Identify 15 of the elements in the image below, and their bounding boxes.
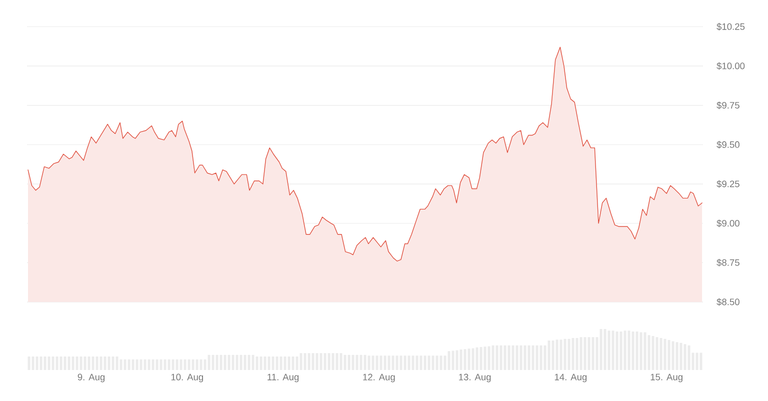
y-tick-label: $8.75 — [716, 258, 740, 266]
x-tick-label: 10. Aug — [171, 374, 204, 382]
y-tick-label: $10.00 — [716, 62, 745, 70]
x-tick-label: 15. Aug — [650, 374, 682, 382]
y-tick-label: $9.50 — [716, 140, 740, 148]
x-tick-label: 9. Aug — [78, 374, 105, 382]
x-tick-label: 14. Aug — [554, 374, 587, 382]
y-tick-label: $9.75 — [716, 102, 740, 110]
x-tick-label: 12. Aug — [363, 374, 395, 382]
x-tick-label: 11. Aug — [268, 374, 299, 382]
y-tick-label: $9.00 — [716, 220, 740, 228]
y-tick-label: $10.25 — [716, 22, 745, 30]
y-tick-label: $9.25 — [716, 180, 740, 188]
y-tick-label: $8.50 — [716, 298, 740, 306]
x-tick-label: 13. Aug — [459, 374, 491, 382]
